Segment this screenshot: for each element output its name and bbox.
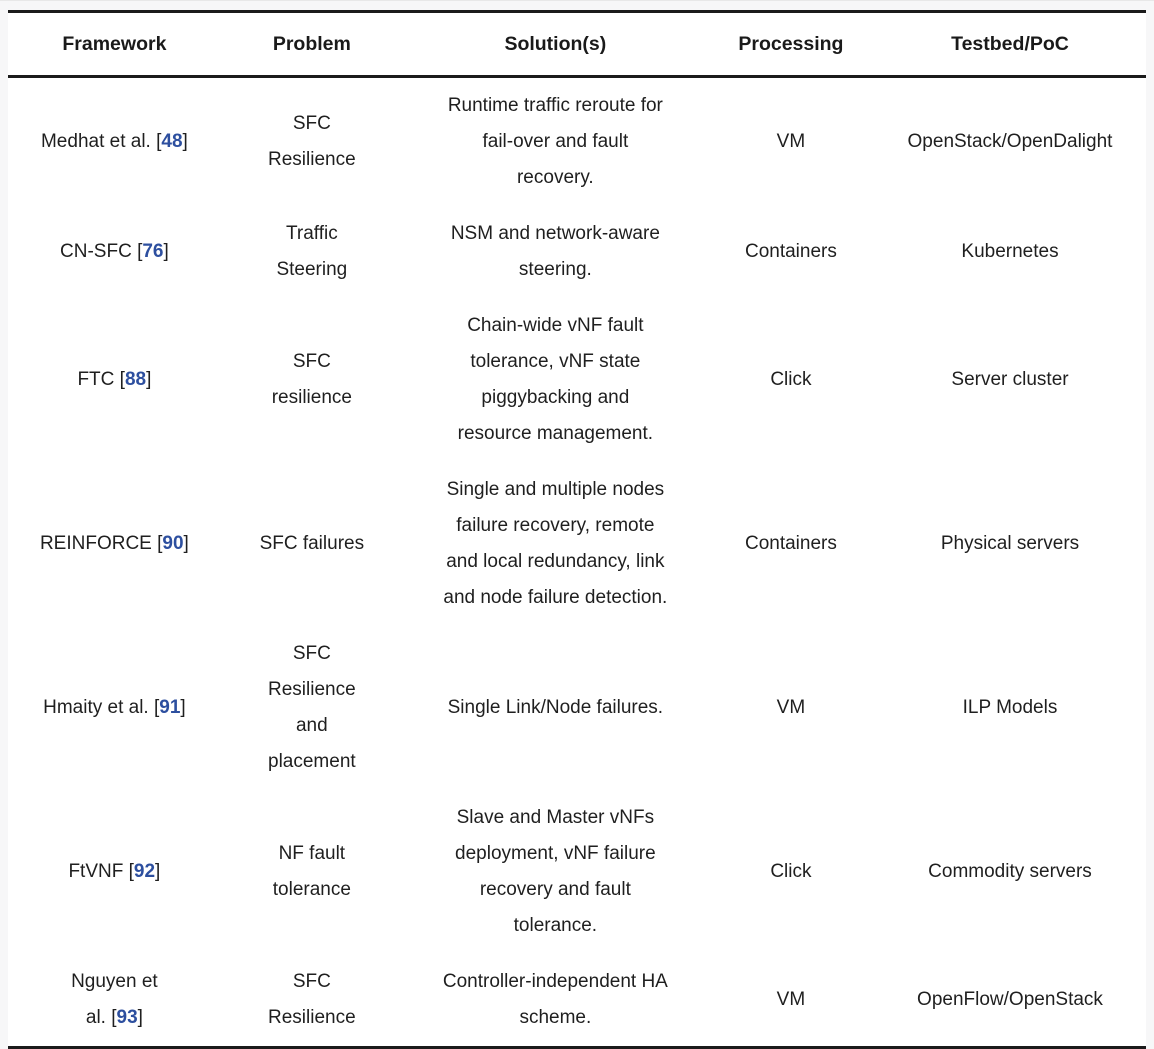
problem-cell: SFC failures [259,533,365,554]
processing-cell: VM [776,989,806,1010]
processing-cell: Click [770,861,812,882]
problem-cell: SFC resilience [271,351,352,408]
testbed-cell: Physical servers [940,533,1080,554]
solution-cell: Runtime traffic reroute for fail-over an… [447,95,663,188]
framework-name: REINFORCE [ [39,533,163,554]
problem-cell: SFC Resilience and placement [268,643,356,772]
citation-link[interactable]: 93 [116,1007,138,1028]
table-row: Hmaity et al. [91] SFC Resilience and pl… [8,626,1146,790]
citation-bracket: ] [146,369,152,390]
problem-cell: SFC Resilience [268,971,356,1028]
solution-cell: Chain-wide vNF fault tolerance, vNF stat… [457,315,654,444]
table-row: REINFORCE [90] SFC failures Single and m… [8,462,1146,626]
solution-cell: Single and multiple nodes failure recove… [443,479,668,608]
framework-name: Hmaity et al. [ [43,697,160,718]
citation-link[interactable]: 88 [124,369,147,390]
framework-name: Nguyen et al. [ [71,971,158,1028]
problem-cell: SFC Resilience [268,113,356,170]
framework-cell: Hmaity et al. [91] [8,626,221,790]
citation-bracket: ] [155,861,161,882]
framework-cell: CN-SFC [76] [8,206,221,298]
frameworks-comparison-table: Framework Problem Solution(s) Processing… [8,10,1146,1049]
citation-bracket: ] [180,697,186,718]
table-row: Nguyen et al. [93] SFC Resilience Contro… [8,954,1146,1048]
framework-cell: REINFORCE [90] [8,462,221,626]
citation-link[interactable]: 92 [133,861,156,882]
testbed-cell: ILP Models [962,697,1058,718]
table-row: Medhat et al. [48] SFC Resilience Runtim… [8,77,1146,207]
processing-cell: Containers [744,533,837,554]
testbed-cell: OpenStack/OpenDalight [907,131,1113,152]
processing-cell: Containers [744,241,837,262]
citation-bracket: ] [182,131,188,152]
frameworks-comparison-table-container: Framework Problem Solution(s) Processing… [8,10,1146,1049]
column-header-solutions: Solution(s) [402,11,708,78]
column-header-framework: Framework [8,11,221,78]
citation-bracket: ] [137,1007,143,1028]
citation-link[interactable]: 90 [162,533,184,554]
testbed-cell: Server cluster [951,369,1069,390]
solution-cell: Slave and Master vNFs deployment, vNF fa… [455,807,656,936]
citation-bracket: ] [163,241,169,262]
solution-cell: Single Link/Node failures. [447,697,664,718]
testbed-cell: Commodity servers [928,861,1092,882]
column-header-processing: Processing [707,11,874,78]
testbed-cell: Kubernetes [961,241,1059,262]
table-row: FTC [88] SFC resilience Chain-wide vNF f… [8,298,1146,462]
citation-bracket: ] [183,533,189,554]
solution-cell: Controller-independent HA scheme. [442,971,668,1028]
problem-cell: Traffic Steering [276,223,348,280]
table-row: CN-SFC [76] Traffic Steering NSM and net… [8,206,1146,298]
processing-cell: VM [776,131,806,152]
table-row: FtVNF [92] NF fault tolerance Slave and … [8,790,1146,954]
framework-name: FTC [ [77,369,125,390]
column-header-problem: Problem [220,11,403,78]
header-row: Framework Problem Solution(s) Processing… [8,11,1146,78]
citation-link[interactable]: 76 [142,241,164,262]
framework-cell: Medhat et al. [48] [8,77,221,207]
citation-link[interactable]: 91 [159,697,181,718]
problem-cell: NF fault tolerance [272,843,351,900]
page-top-divider [0,0,1154,1]
framework-name: Medhat et al. [ [40,131,162,152]
processing-cell: VM [776,697,806,718]
column-header-testbed: Testbed/PoC [873,11,1146,78]
citation-link[interactable]: 48 [161,131,183,152]
framework-cell: Nguyen et al. [93] [8,954,221,1048]
testbed-cell: OpenFlow/OpenStack [917,989,1103,1010]
framework-name: CN-SFC [ [60,241,143,262]
framework-name: FtVNF [ [68,861,134,882]
framework-cell: FTC [88] [8,298,221,462]
processing-cell: Click [770,369,812,390]
solution-cell: NSM and network-aware steering. [450,223,660,280]
framework-cell: FtVNF [92] [8,790,221,954]
